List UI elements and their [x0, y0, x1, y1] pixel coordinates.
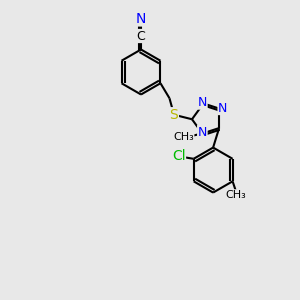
Text: Cl: Cl — [172, 149, 185, 163]
Text: C: C — [136, 29, 145, 43]
Text: N: N — [198, 125, 207, 139]
Text: S: S — [169, 108, 178, 122]
Text: CH₃: CH₃ — [173, 131, 194, 142]
Text: CH₃: CH₃ — [225, 190, 246, 200]
Text: N: N — [218, 101, 227, 115]
Text: N: N — [136, 12, 146, 26]
Text: N: N — [198, 96, 207, 109]
